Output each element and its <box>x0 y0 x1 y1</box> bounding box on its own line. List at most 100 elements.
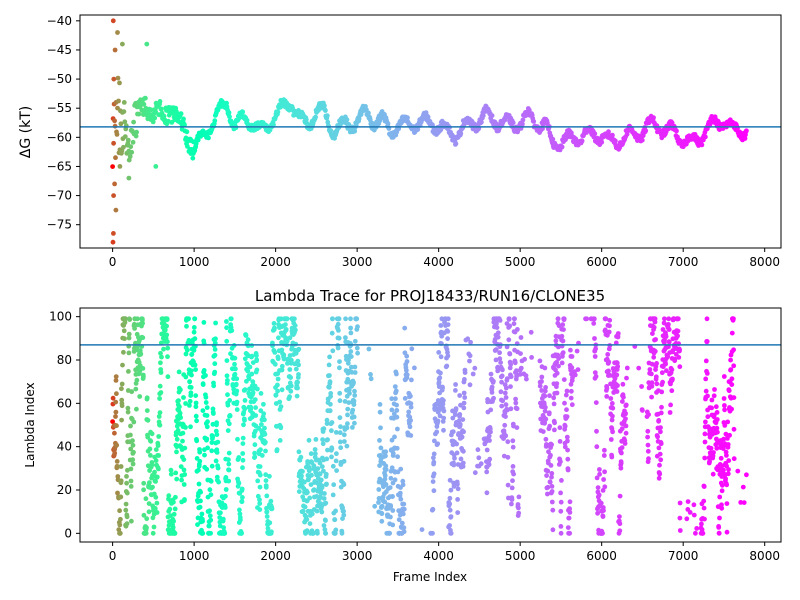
lambda-point <box>564 388 570 394</box>
lambda-point <box>261 411 267 417</box>
lambda-point <box>460 464 466 469</box>
lambda-point <box>354 316 360 322</box>
lambda-point <box>177 410 183 416</box>
lambda-point <box>275 356 281 362</box>
lambda-point <box>200 408 206 413</box>
lambda-point <box>555 316 561 322</box>
lambda-plot-frame <box>79 307 782 543</box>
lambda-point <box>510 438 516 444</box>
lambda-point <box>549 499 555 505</box>
lambda-point <box>445 329 451 334</box>
lambda-point <box>509 485 515 491</box>
lambda-point <box>600 488 606 493</box>
lambda-point <box>713 404 719 410</box>
lambda-point <box>278 425 284 431</box>
lambda-point <box>431 471 437 477</box>
lambda-point <box>437 375 443 381</box>
lambda-point <box>159 354 164 360</box>
lambda-point <box>667 410 673 415</box>
lambda-point <box>619 445 625 450</box>
dg-point <box>592 131 598 137</box>
lambda-point <box>561 316 567 322</box>
lambda-point <box>693 530 698 536</box>
lambda-point <box>510 464 516 469</box>
dg-point <box>110 164 115 170</box>
lambda-point <box>379 518 385 524</box>
lambda-point <box>649 383 655 389</box>
lambda-point <box>153 458 159 463</box>
lambda-point <box>542 388 548 394</box>
lambda-point <box>557 425 563 431</box>
lambda-point <box>275 382 280 388</box>
lambda-point <box>390 451 396 456</box>
lambda-point <box>569 365 575 370</box>
lambda-point <box>325 447 330 453</box>
lambda-point <box>178 387 183 393</box>
lambda-chart-title: Lambda Trace for PROJ18433/RUN16/CLONE35 <box>255 287 605 305</box>
lambda-point <box>549 442 554 448</box>
lambda-point <box>338 424 343 430</box>
lambda-point <box>601 508 606 513</box>
dg-point <box>184 129 190 135</box>
lambda-point <box>467 358 472 364</box>
lambda-point <box>333 508 338 514</box>
lambda-point <box>351 414 357 420</box>
lambda-point <box>117 522 123 528</box>
lambda-point <box>740 484 746 490</box>
lambda-point <box>267 520 273 526</box>
lambda-point <box>223 493 228 499</box>
lambda-point <box>514 406 520 412</box>
lambda-point <box>193 393 199 398</box>
lambda-point <box>343 316 348 322</box>
lambda-point <box>241 422 246 428</box>
lambda-point <box>462 370 468 375</box>
lambda-point <box>731 347 736 353</box>
lambda-point <box>508 406 514 412</box>
lambda-point <box>564 414 570 419</box>
lambda-point <box>319 485 325 490</box>
y-tick-label: 20 <box>57 483 72 497</box>
lambda-point <box>714 445 720 451</box>
dg-point <box>559 144 565 150</box>
lambda-point <box>729 376 735 382</box>
lambda-point <box>263 478 269 483</box>
lambda-point <box>623 402 629 408</box>
lambda-point <box>227 398 233 403</box>
lambda-point <box>376 487 382 492</box>
lambda-point <box>277 399 283 405</box>
lambda-point <box>404 372 410 378</box>
lambda-point <box>174 449 179 455</box>
lambda-point <box>248 406 254 412</box>
lambda-point <box>200 530 206 536</box>
lambda-point <box>335 321 341 327</box>
lambda-point <box>640 408 645 413</box>
lambda-point <box>130 461 136 467</box>
lambda-point <box>447 523 452 528</box>
lambda-point <box>165 345 171 351</box>
lambda-point <box>372 503 378 509</box>
lambda-point <box>714 410 720 415</box>
lambda-point <box>676 355 682 360</box>
lambda-point <box>725 471 731 477</box>
lambda-point <box>602 447 607 453</box>
lambda-point <box>650 331 655 336</box>
lambda-point <box>269 529 274 535</box>
lambda-point <box>168 471 174 477</box>
lambda-point <box>394 371 399 377</box>
dg-y-axis: −75 −70 −65 −60 −55 −50 −45 −40 <box>47 14 80 232</box>
lambda-point <box>704 339 710 344</box>
lambda-point <box>615 334 621 340</box>
lambda-point <box>668 402 673 408</box>
y-tick-label: −75 <box>47 218 72 232</box>
lambda-point <box>670 376 675 382</box>
lambda-point <box>518 335 524 340</box>
dg-point <box>136 111 142 117</box>
lambda-point <box>669 367 675 373</box>
lambda-point <box>157 383 163 389</box>
lambda-point <box>592 370 598 375</box>
lambda-point <box>214 432 220 437</box>
dg-point <box>699 142 705 148</box>
lambda-point <box>325 437 330 443</box>
lambda-point <box>419 527 425 532</box>
lambda-point <box>344 425 350 431</box>
